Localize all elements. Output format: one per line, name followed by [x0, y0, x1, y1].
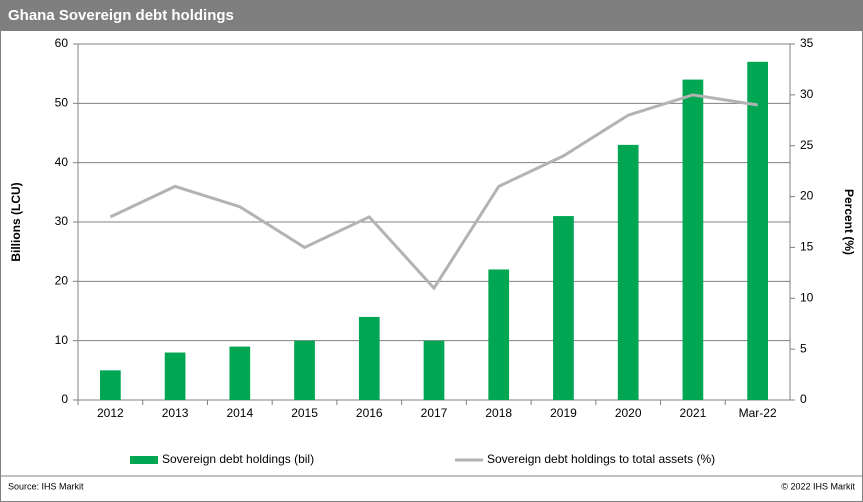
y2-axis-label: Percent (%) — [842, 189, 856, 255]
y-tick-label: 20 — [55, 274, 69, 288]
y2-tick-label: 10 — [800, 290, 814, 304]
y2-tick-label: 30 — [800, 87, 814, 101]
y-axis-label: Billions (LCU) — [9, 182, 23, 261]
bar — [100, 370, 121, 400]
line — [109, 93, 758, 291]
y-tick-label: 50 — [55, 96, 69, 110]
y2-tick-label: 25 — [800, 138, 814, 152]
y2-tick-label: 15 — [800, 240, 814, 254]
bar — [488, 269, 510, 400]
bar — [423, 340, 445, 400]
bar — [164, 352, 186, 400]
y-tick-label: 10 — [55, 333, 69, 347]
x-tick-label: 2018 — [485, 406, 512, 420]
copyright: © 2022 IHS Markit — [781, 481, 855, 491]
x-tick-label: 2014 — [226, 406, 253, 420]
bar — [294, 340, 315, 400]
bar — [682, 79, 704, 400]
legend-swatch — [130, 456, 158, 464]
y-tick-label: 60 — [55, 36, 69, 50]
y2-tick-label: 5 — [800, 341, 807, 355]
source: Source: IHS Markit — [8, 481, 84, 491]
x-tick-label: 2019 — [550, 406, 577, 420]
x-tick-label: 2017 — [421, 406, 448, 420]
x-tick-label: 2020 — [615, 406, 642, 420]
y-tick-label: 0 — [61, 392, 68, 406]
y2-tick-label: 35 — [800, 36, 814, 50]
chart-title: Ghana Sovereign debt holdings — [8, 7, 234, 24]
y-tick-label: 40 — [55, 155, 69, 169]
y2-tick-label: 20 — [800, 189, 814, 203]
bar — [617, 144, 639, 400]
y-tick-label: 30 — [55, 214, 69, 228]
x-tick-label: 2015 — [291, 406, 318, 420]
y2-tick-label: 0 — [800, 392, 807, 406]
bar — [358, 316, 380, 400]
legend-label: Sovereign debt holdings (bil) — [162, 452, 314, 466]
bar — [229, 346, 251, 400]
bar — [747, 61, 768, 401]
x-tick-label: Mar-22 — [739, 406, 777, 420]
x-tick-label: 2013 — [162, 406, 189, 420]
x-tick-label: 2016 — [356, 406, 383, 420]
x-tick-label: 2012 — [97, 406, 124, 420]
header-bar — [0, 0, 863, 31]
x-tick-label: 2021 — [680, 406, 707, 420]
bar — [553, 216, 574, 400]
legend-label: Sovereign debt holdings to total assets … — [487, 452, 715, 466]
